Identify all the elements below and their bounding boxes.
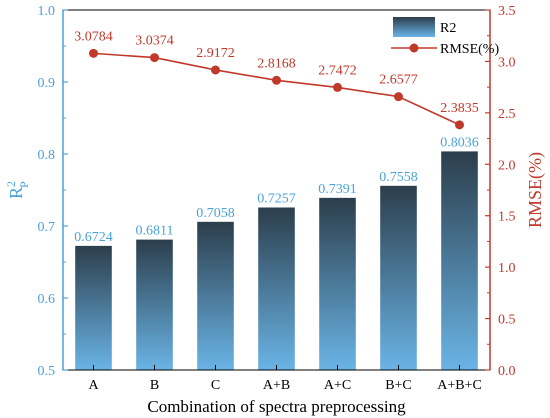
- legend: R2 RMSE(%): [391, 17, 499, 57]
- line-series-rmse: [89, 48, 464, 130]
- right-y-axis-title: RMSE(%): [525, 152, 546, 228]
- bar-value-labels: 0.6724 0.6811 0.7058 0.7257 0.7391 0.7558 0.80…: [74, 135, 479, 244]
- bar-A+C: [319, 197, 356, 370]
- left-y-title-sup: 2: [4, 181, 18, 187]
- x-tick-label: A+B: [263, 378, 290, 393]
- bar-label-A+C: 0.7391: [318, 182, 357, 197]
- rmse-marker-B: [150, 53, 159, 63]
- x-axis-title: Combination of spectra preprocessing: [147, 397, 406, 416]
- legend-marker-rmse: [409, 43, 419, 53]
- x-tick-label: A: [88, 378, 99, 393]
- left-y-title-sub: P: [17, 181, 31, 188]
- rmse-label-A+B: 2.8168: [257, 56, 296, 71]
- bar-A+B+C: [441, 151, 478, 370]
- rmse-label-A: 3.0784: [74, 29, 113, 44]
- left-y-axis-title: R2P: [4, 181, 31, 199]
- bar-B: [136, 239, 173, 370]
- rmse-label-B: 3.0374: [135, 34, 174, 49]
- bar-label-B+C: 0.7558: [379, 170, 418, 185]
- right-tick-label: 1.5: [498, 210, 516, 225]
- x-tick-label: C: [211, 378, 220, 393]
- x-tick-label: A+B+C: [437, 378, 482, 393]
- bar-C: [197, 221, 234, 370]
- right-tick-label: 3.0: [498, 55, 516, 70]
- rmse-label-B+C: 2.6577: [379, 73, 418, 88]
- right-tick-label: 0.0: [498, 364, 516, 379]
- svg-text:R2P: R2P: [4, 181, 31, 199]
- legend-label-r2: R2: [440, 21, 456, 36]
- bar-A: [75, 245, 112, 370]
- left-tick-label: 0.7: [38, 220, 56, 235]
- bar-B+C: [380, 185, 417, 370]
- left-tick-label: 0.8: [38, 148, 56, 163]
- rmse-label-A+C: 2.7472: [318, 63, 357, 78]
- rmse-label-C: 2.9172: [196, 46, 235, 61]
- x-tick-label: B: [150, 378, 159, 393]
- legend-label-rmse: RMSE(%): [440, 42, 499, 57]
- right-tick-label: 2.0: [498, 158, 516, 173]
- right-y-axis: 0.0 0.5 1.0 1.5 2.0 2.5 3.0 3.5: [485, 4, 516, 379]
- left-tick-label: 0.5: [38, 364, 56, 379]
- bar-label-A+B+C: 0.8036: [440, 135, 479, 150]
- rmse-marker-B+C: [394, 92, 403, 102]
- x-tick-label: B+C: [385, 378, 412, 393]
- bar-A+B: [258, 207, 295, 370]
- right-tick-label: 0.5: [498, 313, 516, 328]
- rmse-marker-A+B: [272, 75, 281, 85]
- left-tick-label: 0.9: [38, 76, 56, 91]
- rmse-label-A+B+C: 2.3835: [440, 101, 479, 116]
- rmse-marker-A: [89, 48, 98, 58]
- right-tick-label: 1.0: [498, 261, 516, 276]
- legend-swatch-r2: [393, 17, 435, 37]
- left-tick-label: 1.0: [38, 4, 56, 19]
- left-y-title-base: R: [6, 187, 26, 199]
- rmse-marker-C: [211, 65, 220, 75]
- bar-series-r2: [75, 151, 478, 370]
- bar-label-A+B: 0.7257: [257, 191, 296, 206]
- x-tick-label: A+C: [324, 378, 351, 393]
- x-axis: A B C A+B A+C B+C A+B+C: [88, 365, 482, 393]
- rmse-marker-A+B+C: [455, 120, 464, 130]
- rmse-marker-A+C: [333, 82, 342, 92]
- left-y-axis: 0.5 0.6 0.7 0.8 0.9 1.0: [38, 4, 68, 379]
- left-tick-label: 0.6: [38, 292, 56, 307]
- right-tick-label: 2.5: [498, 107, 516, 122]
- bar-label-B: 0.6811: [136, 224, 174, 239]
- bar-label-C: 0.7058: [196, 206, 235, 221]
- bar-label-A: 0.6724: [74, 230, 113, 245]
- line-value-labels: 3.0784 3.0374 2.9172 2.8168 2.7472 2.6577 2.38…: [74, 29, 479, 115]
- right-tick-label: 3.5: [498, 4, 516, 19]
